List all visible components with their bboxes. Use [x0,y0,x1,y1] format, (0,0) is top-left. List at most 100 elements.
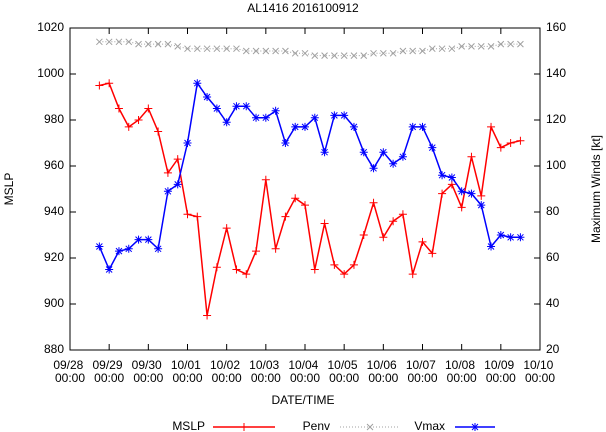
marker [232,265,241,274]
marker [398,210,407,219]
marker [183,210,192,219]
marker [105,38,113,46]
marker [252,47,260,55]
x-tick-time: 00:00 [329,371,359,385]
y-tick-label: 880 [44,342,64,356]
y-axis-label: MSLP [2,173,16,206]
marker [506,233,515,242]
y2-tick-label: 140 [546,66,566,80]
marker [134,235,143,244]
y-tick-label: 900 [44,296,64,310]
marker [310,113,319,122]
x-tick-date: 10/06 [367,358,400,372]
marker [350,52,358,59]
marker [447,173,456,182]
x-axis-label: DATE/TIME [271,393,334,407]
x-tick-time: 00:00 [486,371,516,385]
marker [213,45,221,53]
y2-tick-label: 40 [546,296,560,310]
x-tick-time: 00:00 [55,371,85,385]
marker [173,155,182,164]
marker [369,198,378,207]
marker [184,45,191,53]
legend-label: MSLP [172,419,205,432]
marker [105,265,114,274]
x-tick-date: 09/30 [132,358,165,372]
marker [163,187,172,196]
marker [114,247,123,256]
x-tick-date: 09/28 [53,358,86,372]
marker [272,47,279,55]
x-tick-label: 10/02 00:00 [210,358,243,385]
legend-label: Penv [303,419,330,432]
marker [203,93,212,101]
marker [477,191,486,200]
marker [418,237,427,246]
marker [163,168,172,177]
x-tick-label: 09/28 00:00 [53,358,86,385]
marker [203,45,211,53]
marker [360,52,368,59]
marker [174,43,182,50]
y-tick-label: 1020 [37,20,64,34]
marker [281,212,290,221]
marker [370,49,377,57]
marker [428,45,436,53]
marker [282,47,289,55]
y2-tick-label: 20 [546,342,560,356]
marker [271,106,280,115]
marker [418,122,427,131]
y-tick-label: 1000 [37,66,64,80]
x-tick-time: 00:00 [251,371,281,385]
marker [193,45,201,53]
marker [252,113,261,122]
marker [310,265,319,274]
legend-marker [366,423,374,431]
marker [389,217,398,226]
x-tick-time: 00:00 [525,371,555,385]
marker [409,47,417,55]
marker [134,116,143,124]
x-tick-label: 10/06 00:00 [367,358,400,385]
marker [379,49,387,57]
marker [291,49,299,57]
marker [233,45,240,53]
chart-title: AL1416 2016100912 [247,1,359,15]
marker [261,113,270,122]
legend-label: Vmax [414,419,445,432]
marker [379,233,388,242]
marker [281,139,290,147]
marker [301,49,309,57]
x-tick-time: 00:00 [368,371,398,385]
x-tick-label: 10/08 00:00 [445,358,478,385]
marker [379,148,388,157]
x-tick-date: 10/04 [288,358,321,372]
y2-tick-label: 80 [546,204,560,218]
marker [467,152,476,161]
marker [507,40,514,48]
marker [438,171,447,180]
marker [212,263,221,272]
marker [320,148,329,157]
marker [291,194,300,203]
y-tick-label: 940 [44,204,64,218]
marker [154,244,163,253]
marker [517,40,524,48]
x-tick-date: 10/07 [406,358,439,372]
marker [301,201,309,210]
marker [477,201,486,210]
marker [144,235,153,244]
marker [301,122,309,131]
y-tick-label: 980 [44,112,64,126]
y-tick-label: 960 [44,158,64,172]
marker [125,38,133,46]
legend-marker [240,423,248,431]
marker [496,231,505,239]
marker [135,40,142,48]
x-tick-label: 09/30 00:00 [132,358,165,385]
marker [398,152,407,161]
marker [223,45,231,53]
marker [457,203,466,212]
marker [144,40,152,48]
marker [124,244,133,253]
